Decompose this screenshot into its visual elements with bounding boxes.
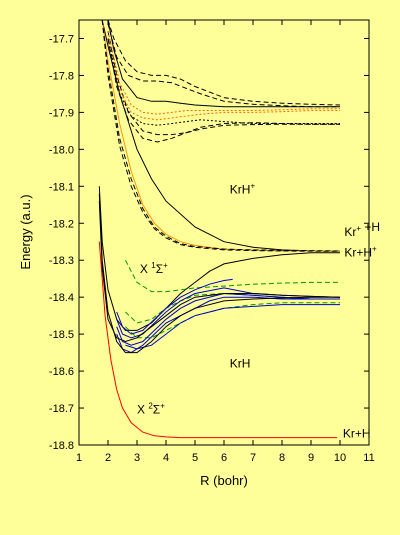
series-line-19 bbox=[116, 287, 341, 339]
series-line-10 bbox=[107, 31, 340, 136]
y-axis: -17.7 -17.8 -17.9 -18.0 -18.1 -18.2 -18.3 -18.4… bbox=[49, 33, 369, 452]
x-tick-label: 8 bbox=[279, 452, 285, 464]
series-line-24 bbox=[98, 201, 341, 343]
y-tick-label: -18.2 bbox=[49, 218, 74, 230]
y-tick-label: -17.7 bbox=[49, 33, 74, 45]
x-tick-label: 5 bbox=[192, 452, 198, 464]
annotations: KrH+ Kr+ +H Kr+H+ X 1Σ+ KrH X 2Σ+ Kr+H bbox=[137, 182, 380, 441]
x-tick-label: 6 bbox=[221, 452, 227, 464]
series-line-5 bbox=[101, 20, 341, 252]
series-line-18 bbox=[116, 278, 233, 335]
y-tick-label: -18.0 bbox=[49, 144, 74, 156]
series-line-11 bbox=[107, 38, 340, 143]
x-tick-label: 1 bbox=[76, 452, 82, 464]
y-tick-label: -17.8 bbox=[49, 70, 74, 82]
series-line-4 bbox=[101, 20, 340, 252]
annotation-label-5: KrH bbox=[230, 356, 251, 370]
series-line-14 bbox=[107, 38, 340, 126]
series-line-21 bbox=[116, 296, 340, 354]
annotation-label-1: KrH+ bbox=[230, 182, 256, 197]
series-layer bbox=[98, 20, 341, 439]
series-line-3 bbox=[101, 20, 340, 252]
series-line-22 bbox=[125, 304, 340, 350]
x-tick-label: 3 bbox=[134, 452, 140, 464]
annotation-label-6: X 2Σ+ bbox=[137, 402, 165, 417]
x-tick-label: 9 bbox=[308, 452, 314, 464]
annotation-label-3: Kr+H+ bbox=[344, 245, 377, 260]
y-tick-label: -18.8 bbox=[49, 440, 74, 452]
series-line-2 bbox=[98, 186, 340, 331]
series-line-20 bbox=[116, 292, 340, 346]
annotation-label-7: Kr+H bbox=[343, 427, 371, 441]
y-tick-label: -18.4 bbox=[49, 292, 74, 304]
annotation-label-4: X 1Σ+ bbox=[140, 261, 168, 276]
x-tick-label: 7 bbox=[250, 452, 256, 464]
plot-frame bbox=[78, 19, 370, 446]
series-line-8 bbox=[107, 20, 341, 106]
series-line-9 bbox=[107, 23, 340, 108]
y-tick-label: -18.3 bbox=[49, 255, 74, 267]
y-tick-label: -18.1 bbox=[49, 181, 74, 193]
x-tick-label: 11 bbox=[363, 452, 374, 464]
x-tick-label: 4 bbox=[163, 452, 169, 464]
y-axis-title: Energy (a.u.) bbox=[18, 194, 33, 269]
y-tick-label: -17.9 bbox=[49, 107, 74, 119]
x-tick-label: 2 bbox=[105, 452, 111, 464]
series-line-15 bbox=[124, 259, 340, 293]
y-tick-label: -18.6 bbox=[49, 366, 74, 378]
series-line-1 bbox=[98, 241, 338, 439]
series-line-17 bbox=[125, 292, 340, 324]
series-line-7 bbox=[107, 20, 340, 108]
x-axis: 1 2 3 4 5 6 7 8 9 10 11 bbox=[76, 20, 375, 464]
y-tick-label: -18.7 bbox=[49, 403, 74, 415]
series-line-23 bbox=[98, 193, 340, 354]
annotation-label-2: Kr+ +H bbox=[344, 220, 380, 239]
series-line-6 bbox=[101, 20, 341, 252]
x-axis-title: R (bohr) bbox=[200, 473, 248, 488]
y-tick-label: -18.5 bbox=[49, 329, 74, 341]
x-tick-label: 10 bbox=[334, 452, 346, 464]
series-line-13 bbox=[107, 38, 340, 121]
